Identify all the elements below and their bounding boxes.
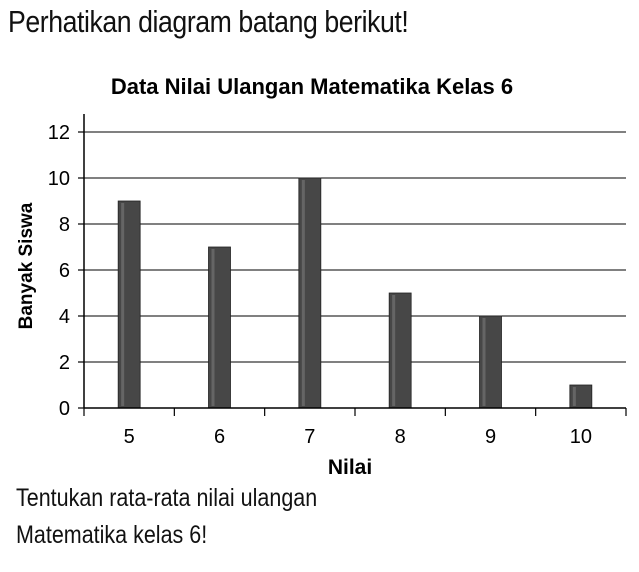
- y-tick-label: 2: [59, 352, 70, 374]
- x-tick-label: 7: [304, 426, 315, 448]
- question-text: Tentukan rata-rata nilai ulangan Matemat…: [16, 480, 317, 554]
- y-tick-label: 4: [59, 306, 70, 328]
- x-tick-label: 8: [395, 426, 406, 448]
- x-tick-label: 5: [124, 426, 135, 448]
- bar-highlight: [392, 295, 396, 406]
- x-tick-label: 6: [214, 426, 225, 448]
- bars: [117, 177, 593, 409]
- x-tick-label: 9: [485, 426, 496, 448]
- y-tick-label: 10: [48, 168, 70, 190]
- bar-highlight: [211, 249, 215, 406]
- x-tick-label: 10: [570, 426, 592, 448]
- tick-labels: 0 2 4 6 8 10 12 5 6 7 8 9 10: [48, 122, 592, 448]
- y-tick-label: 6: [59, 260, 70, 282]
- y-axis-label: Banyak Siswa: [16, 202, 37, 329]
- chart-title: Data Nilai Ulangan Matematika Kelas 6: [111, 74, 513, 99]
- intro-text: Perhatikan diagram batang berikut!: [8, 4, 409, 39]
- y-tick-label: 8: [59, 214, 70, 236]
- axes: [78, 114, 627, 416]
- gridlines: [84, 131, 626, 363]
- bar-highlight: [572, 387, 576, 406]
- bar-highlight: [482, 318, 486, 406]
- question-line: Tentukan rata-rata nilai ulangan: [16, 484, 318, 512]
- question-line: Matematika kelas 6!: [16, 521, 208, 549]
- x-axis-label: Nilai: [328, 456, 372, 479]
- y-tick-label: 12: [48, 122, 70, 144]
- bar-highlight: [121, 203, 125, 406]
- y-tick-label: 0: [59, 398, 70, 420]
- bar-highlight: [301, 180, 305, 406]
